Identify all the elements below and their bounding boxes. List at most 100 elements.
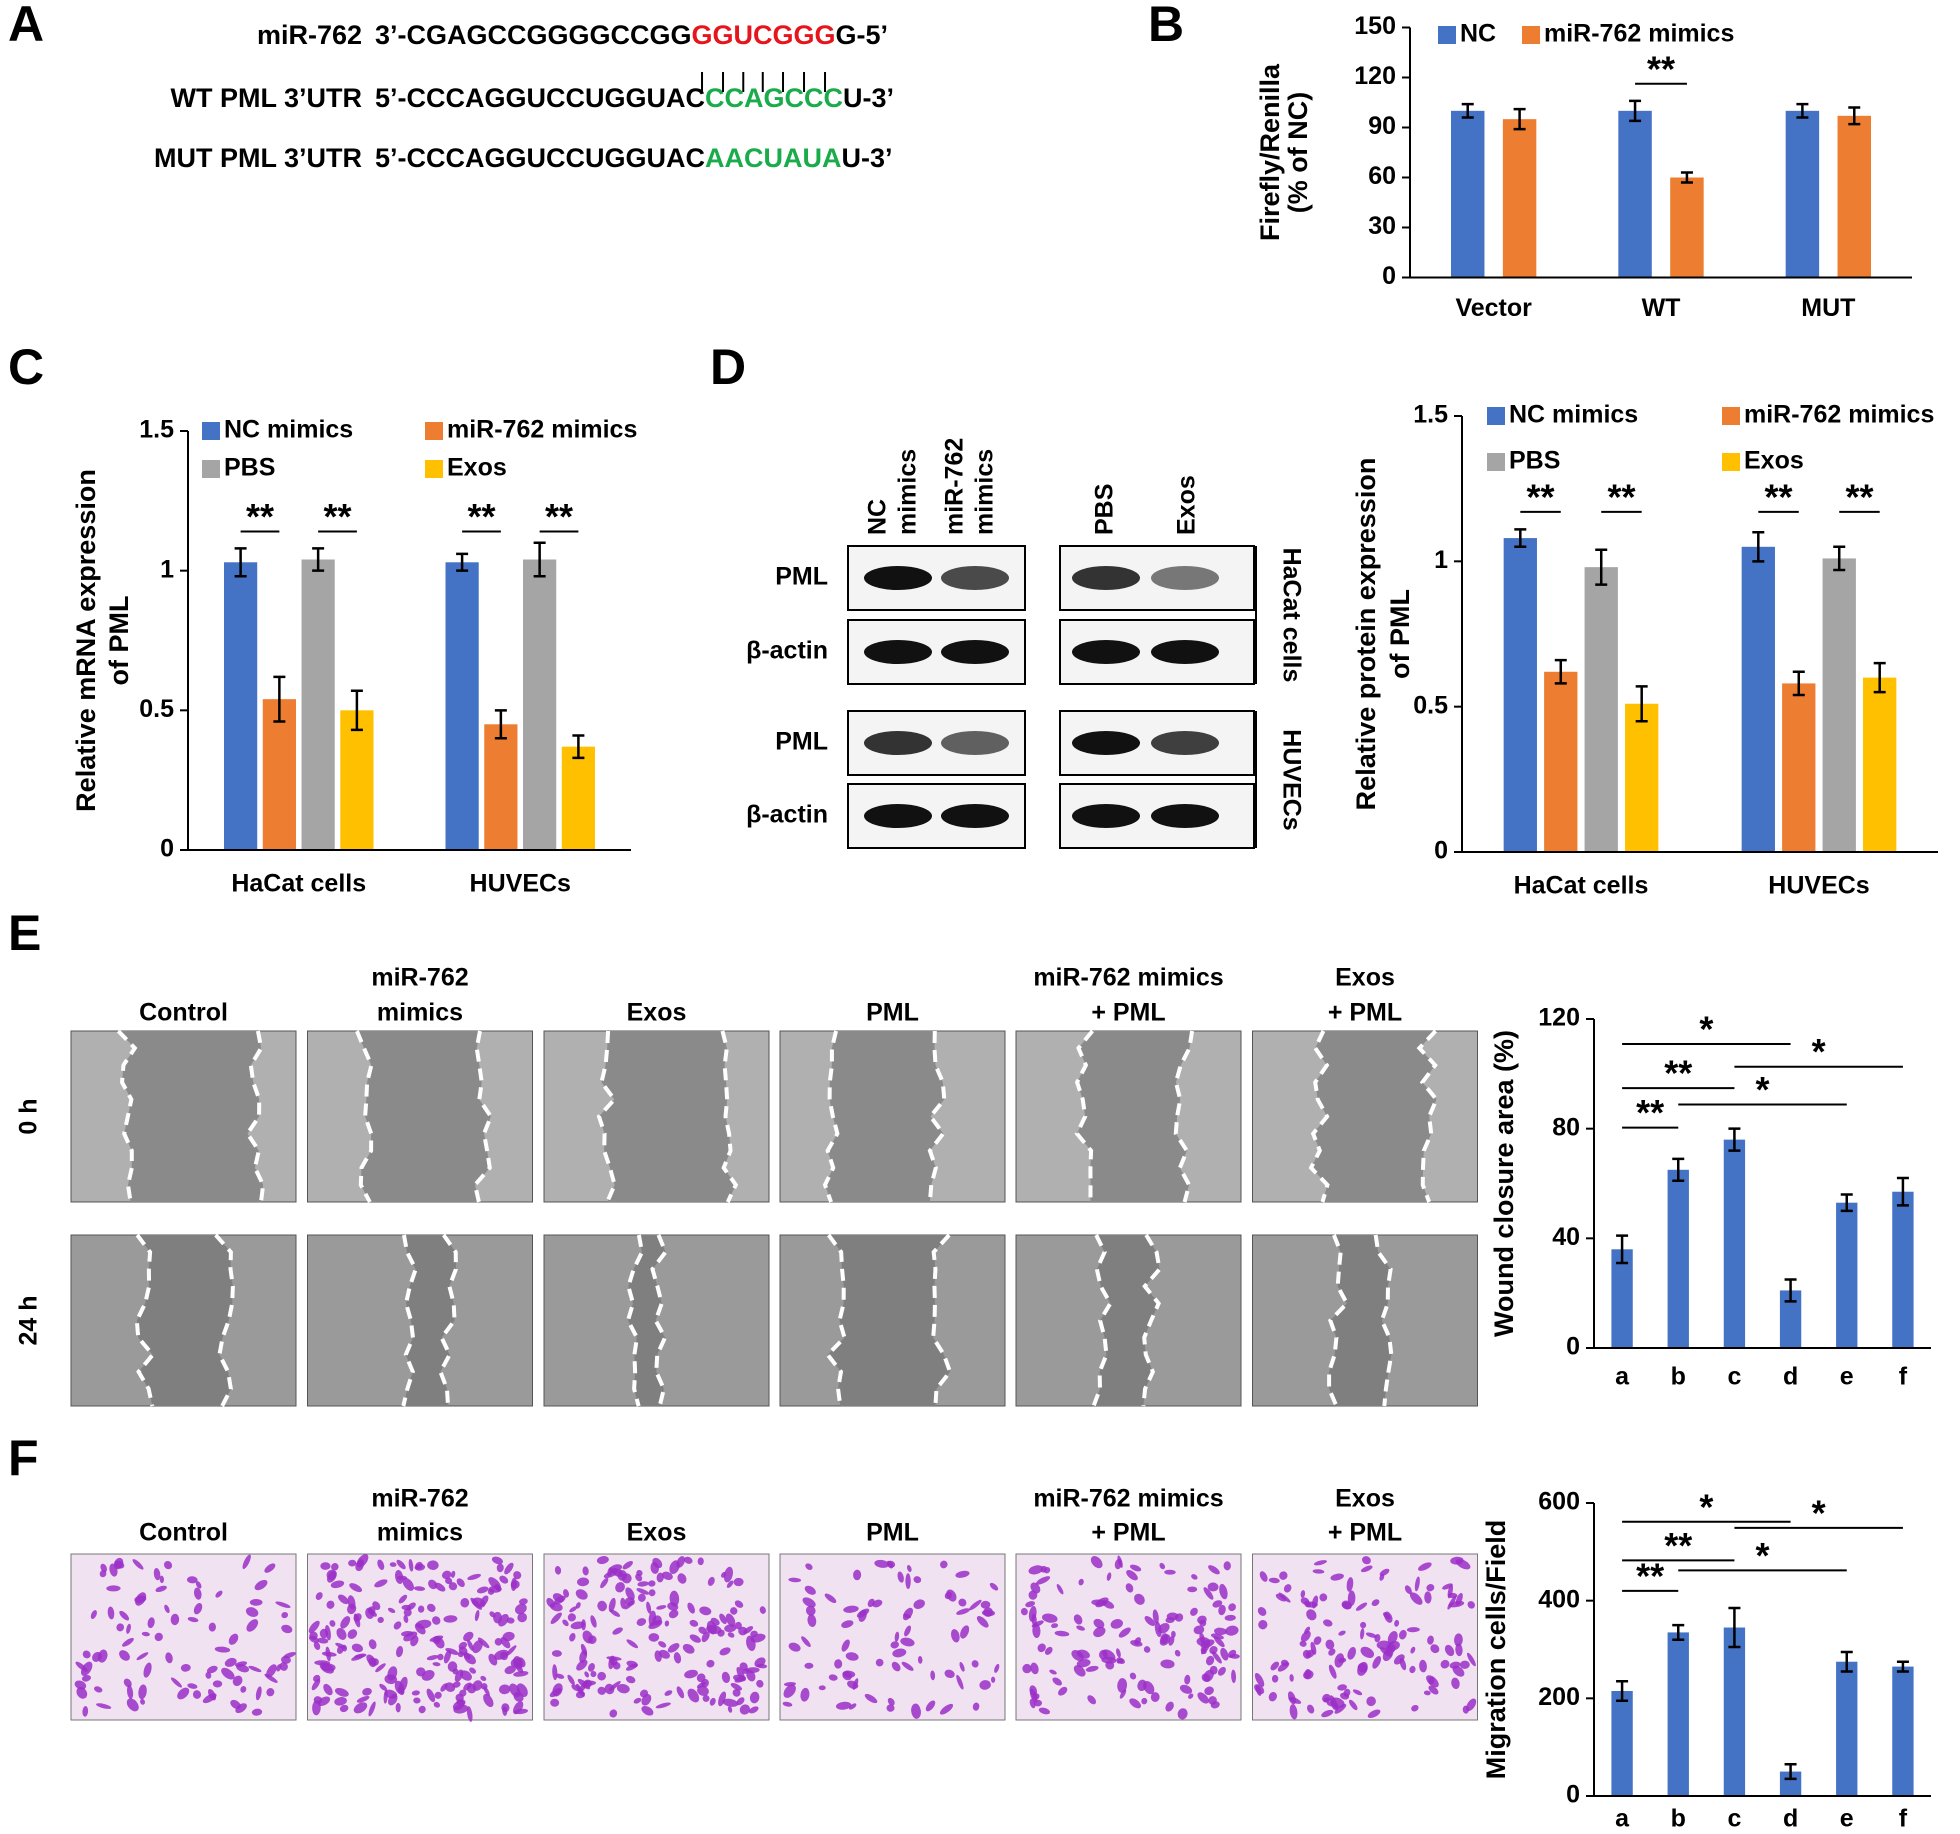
significance-label: ** — [1527, 476, 1555, 517]
cell — [801, 1636, 811, 1648]
cell — [1289, 1704, 1298, 1720]
cell — [864, 1693, 878, 1704]
cell — [1313, 1636, 1322, 1645]
cell — [517, 1612, 528, 1623]
cell — [1029, 1698, 1036, 1709]
cell — [1270, 1661, 1280, 1671]
cell — [1442, 1583, 1453, 1590]
error-bar — [273, 675, 286, 723]
cell — [608, 1597, 616, 1613]
cell — [205, 1672, 212, 1679]
cell — [1337, 1684, 1347, 1691]
cell — [1312, 1569, 1325, 1574]
y-axis-label: of PML — [104, 596, 134, 686]
cell — [427, 1560, 439, 1570]
cell — [1430, 1644, 1440, 1654]
cell — [251, 1708, 263, 1716]
legend-label: miR-762 mimics — [1744, 401, 1934, 429]
cell — [1466, 1698, 1477, 1712]
error-bar — [1635, 685, 1648, 723]
cell — [732, 1688, 741, 1697]
cell — [491, 1556, 503, 1565]
cell — [1355, 1602, 1368, 1611]
cell — [673, 1652, 682, 1664]
cell — [1428, 1676, 1435, 1685]
x-tick-label: WT — [1642, 294, 1681, 322]
cell — [1321, 1709, 1334, 1718]
cell — [426, 1603, 436, 1613]
cell — [940, 1560, 948, 1569]
significance-label: ** — [323, 496, 351, 537]
error-bar — [1616, 1234, 1629, 1265]
cell — [736, 1697, 745, 1706]
blot-band — [1151, 640, 1219, 664]
cell — [170, 1677, 182, 1688]
bar — [1782, 683, 1816, 852]
cell — [1037, 1643, 1046, 1653]
cell — [1209, 1646, 1218, 1655]
cell — [413, 1586, 426, 1591]
cell — [1227, 1649, 1237, 1658]
cell — [1030, 1582, 1041, 1594]
y-tick-label: 150 — [1354, 12, 1396, 40]
cell — [1311, 1595, 1319, 1609]
sequence-part: 5’-CCCAGGUCCUGGUAC — [375, 143, 705, 173]
legend-swatch — [202, 422, 220, 440]
cell — [155, 1585, 167, 1593]
cell — [648, 1589, 656, 1597]
blot-column-label: Exos — [1173, 475, 1201, 535]
wound-gap — [1076, 1031, 1193, 1202]
cell — [266, 1664, 277, 1678]
cell — [1199, 1619, 1207, 1627]
cell — [512, 1701, 524, 1715]
bar — [1667, 1169, 1689, 1348]
cell — [1165, 1701, 1174, 1712]
transwell-image — [1015, 1553, 1242, 1721]
cell — [1177, 1708, 1188, 1720]
cell — [411, 1690, 420, 1696]
y-tick-label: 0.5 — [1413, 691, 1448, 719]
cell — [1338, 1630, 1346, 1636]
legend-label: Exos — [447, 454, 507, 482]
cell — [317, 1637, 329, 1644]
cell — [818, 1685, 826, 1691]
cell — [1231, 1669, 1237, 1684]
cell — [571, 1684, 581, 1692]
cell — [1129, 1698, 1141, 1709]
column-label: PML — [866, 999, 919, 1027]
cell — [1325, 1639, 1335, 1650]
cell — [445, 1647, 459, 1655]
error-bar — [312, 547, 325, 572]
wound-edge — [1141, 1233, 1162, 1407]
cell — [255, 1686, 262, 1701]
cell — [326, 1569, 337, 1580]
error-bar — [1752, 531, 1765, 563]
error-bar — [1896, 1176, 1909, 1207]
cell — [396, 1645, 404, 1658]
cell — [309, 1631, 318, 1640]
cell — [955, 1570, 970, 1578]
x-tick-label: MUT — [1801, 294, 1855, 322]
blot-band — [941, 640, 1009, 664]
cell — [549, 1688, 562, 1698]
cell — [828, 1674, 838, 1681]
cell — [1087, 1695, 1097, 1705]
cell — [1440, 1659, 1450, 1669]
wound-edge — [1327, 1234, 1350, 1407]
cell — [349, 1583, 363, 1593]
cell — [499, 1575, 509, 1584]
significance-label: ** — [1647, 48, 1675, 89]
cell — [230, 1699, 241, 1710]
cell — [1106, 1572, 1112, 1581]
cell — [1188, 1693, 1194, 1699]
cell — [1372, 1656, 1382, 1669]
cell — [394, 1680, 405, 1695]
sequence-part: G-5’ — [836, 20, 889, 50]
cell — [925, 1700, 936, 1712]
cell — [165, 1652, 173, 1664]
cell — [1423, 1690, 1431, 1696]
cell — [569, 1633, 576, 1642]
cell — [362, 1687, 372, 1696]
legend-swatch — [202, 460, 220, 478]
cell — [140, 1698, 145, 1705]
